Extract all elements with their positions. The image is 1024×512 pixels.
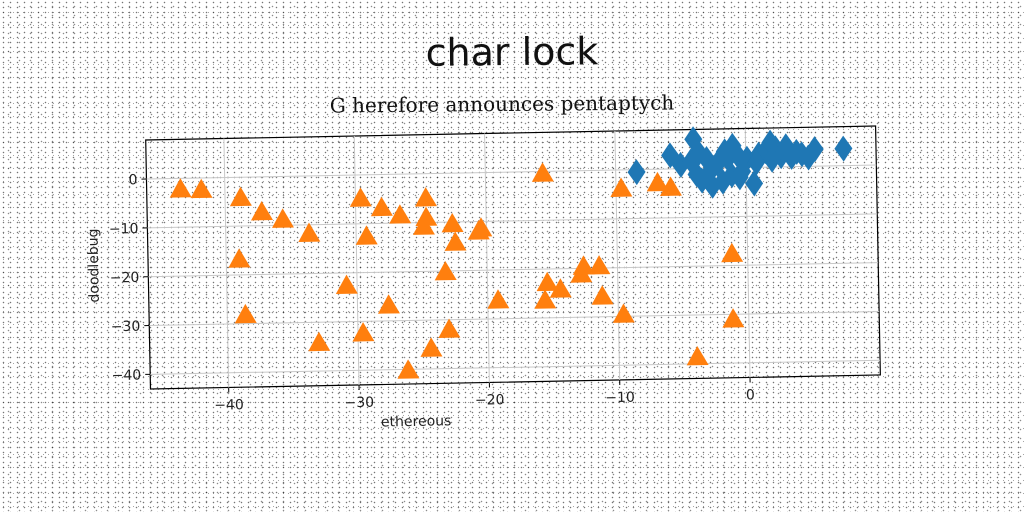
triangle-marker bbox=[190, 178, 213, 199]
y-tick-label: −10 bbox=[109, 221, 139, 238]
diamond-marker bbox=[689, 139, 708, 166]
triangle-marker bbox=[470, 217, 493, 237]
diamond-marker bbox=[762, 146, 781, 173]
x-tick-label: −30 bbox=[344, 395, 374, 412]
triangle-marker bbox=[370, 196, 393, 217]
data-marks bbox=[169, 126, 853, 379]
x-gridline bbox=[614, 130, 621, 380]
triangle-marker bbox=[352, 322, 375, 342]
triangle-marker bbox=[397, 359, 420, 379]
triangle-marker bbox=[686, 345, 709, 366]
y-gridline bbox=[147, 213, 878, 229]
y-tick-label: −40 bbox=[112, 367, 142, 384]
y-axis-label: doodlebug bbox=[85, 228, 102, 302]
triangle-marker bbox=[335, 274, 358, 295]
y-ticks: 0 −10 −20 −30 −40 bbox=[109, 172, 151, 384]
diamond-marker bbox=[730, 164, 749, 191]
y-tick-label: 0 bbox=[128, 172, 137, 188]
triangle-marker bbox=[389, 204, 412, 224]
triangle-marker bbox=[229, 186, 252, 207]
triangle-marker bbox=[441, 212, 464, 233]
x-tick-label: −10 bbox=[605, 390, 635, 407]
triangle-marker bbox=[234, 303, 257, 324]
triangle-marker bbox=[588, 255, 611, 275]
diamond-marker bbox=[713, 168, 732, 195]
triangle-marker bbox=[377, 294, 400, 314]
x-tick-label: −20 bbox=[475, 392, 505, 409]
triangle-marker bbox=[646, 171, 669, 192]
y-gridline bbox=[148, 262, 879, 278]
triangle-marker bbox=[444, 231, 467, 251]
diamond-marker bbox=[700, 159, 719, 186]
triangle-marker bbox=[487, 289, 510, 309]
diamond-marker bbox=[747, 149, 766, 176]
triangle-marker bbox=[414, 187, 437, 207]
diamond-marker bbox=[805, 136, 824, 163]
diamond-marker bbox=[627, 159, 646, 186]
triangle-marker bbox=[228, 248, 251, 268]
diamond-marker bbox=[745, 170, 764, 197]
triangle-marker bbox=[271, 208, 294, 228]
x-ticks: −40 −30 −20 −10 0 bbox=[214, 377, 755, 414]
triangle-marker bbox=[420, 337, 443, 357]
triangle-marker bbox=[659, 176, 682, 197]
triangle-marker bbox=[308, 331, 331, 352]
diamond-marker bbox=[671, 151, 690, 178]
diamond-marker bbox=[723, 132, 742, 159]
triangle-marker bbox=[298, 222, 321, 243]
triangle-marker bbox=[438, 318, 461, 338]
triangle-marker bbox=[349, 187, 372, 207]
diamond-marker bbox=[715, 138, 734, 165]
triangle-marker bbox=[549, 278, 572, 298]
plot-area: −40 −30 −20 −10 0 0 −10 −20 −30 −40 ethereous do… bbox=[85, 125, 881, 431]
diamond-marker bbox=[834, 135, 853, 162]
triangle-marker bbox=[412, 215, 435, 235]
triangle-marker bbox=[572, 255, 595, 275]
y-tick-label: −30 bbox=[111, 319, 141, 336]
triangle-marker bbox=[721, 242, 744, 263]
x-axis-label: ethereous bbox=[381, 413, 452, 430]
x-gridline bbox=[353, 135, 360, 385]
triangle-marker bbox=[612, 303, 635, 323]
y-gridline bbox=[146, 164, 877, 180]
triangle-marker bbox=[536, 271, 559, 292]
triangle-marker bbox=[534, 289, 557, 309]
x-tick-label: −40 bbox=[214, 397, 244, 414]
triangle-marker bbox=[169, 178, 192, 198]
plot-frame bbox=[145, 125, 881, 390]
x-gridline bbox=[223, 138, 230, 388]
triangle-marker bbox=[591, 285, 614, 305]
triangle-marker bbox=[355, 225, 378, 245]
triangle-marker bbox=[250, 201, 273, 221]
y-tick-label: −20 bbox=[110, 270, 140, 287]
diamond-marker bbox=[771, 143, 790, 170]
diamond-marker bbox=[799, 144, 818, 171]
triangle-marker bbox=[531, 162, 554, 182]
triangle-marker bbox=[434, 260, 457, 281]
y-gridline bbox=[149, 310, 880, 327]
y-gridline bbox=[150, 359, 881, 375]
x-gridline bbox=[484, 133, 490, 383]
triangle-marker bbox=[610, 177, 633, 197]
triangle-marker bbox=[722, 308, 745, 328]
x-tick-label: 0 bbox=[746, 387, 755, 403]
